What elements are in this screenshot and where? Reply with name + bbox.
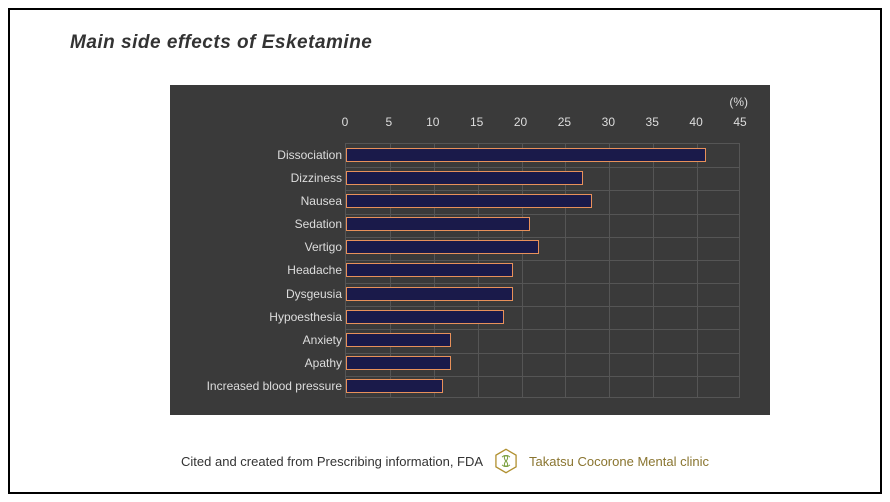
bar xyxy=(346,333,451,347)
bar xyxy=(346,171,583,185)
x-tick-label: 45 xyxy=(733,115,746,129)
chart-row: Hypoesthesia xyxy=(170,305,770,328)
bar xyxy=(346,240,539,254)
x-tick-label: 25 xyxy=(558,115,571,129)
chart-row: Dysgeusia xyxy=(170,282,770,305)
unit-label: (%) xyxy=(729,95,748,109)
bar xyxy=(346,263,513,277)
x-tick-label: 5 xyxy=(386,115,393,129)
chart-row: Sedation xyxy=(170,213,770,236)
y-label: Nausea xyxy=(301,194,342,208)
chart-row: Nausea xyxy=(170,189,770,212)
bar xyxy=(346,287,513,301)
chart-row: Anxiety xyxy=(170,328,770,351)
y-label: Increased blood pressure xyxy=(207,379,342,393)
chart-row: Headache xyxy=(170,259,770,282)
chart-row: Increased blood pressure xyxy=(170,375,770,398)
y-label: Vertigo xyxy=(305,240,342,254)
footer: Cited and created from Prescribing infor… xyxy=(10,448,880,474)
chart-row: Vertigo xyxy=(170,236,770,259)
bar xyxy=(346,356,451,370)
y-label: Apathy xyxy=(305,356,342,370)
x-tick-label: 15 xyxy=(470,115,483,129)
y-label: Dysgeusia xyxy=(286,287,342,301)
chart-row: Apathy xyxy=(170,352,770,375)
x-tick-label: 20 xyxy=(514,115,527,129)
y-label: Headache xyxy=(287,263,342,277)
clinic-name: Takatsu Cocorone Mental clinic xyxy=(529,454,709,469)
bar xyxy=(346,310,504,324)
chart-container: (%) 0 5 10 15 20 25 30 35 40 45 Dissociation Dizzin… xyxy=(170,85,770,415)
chart-row: Dizziness xyxy=(170,166,770,189)
y-label: Dissociation xyxy=(277,148,342,162)
bar xyxy=(346,379,443,393)
y-label: Sedation xyxy=(295,217,342,231)
bar xyxy=(346,217,530,231)
x-tick-label: 30 xyxy=(602,115,615,129)
y-label: Dizziness xyxy=(291,171,342,185)
bar xyxy=(346,148,706,162)
x-tick-label: 10 xyxy=(426,115,439,129)
y-label: Hypoesthesia xyxy=(269,310,342,324)
x-tick-label: 35 xyxy=(646,115,659,129)
bar xyxy=(346,194,592,208)
y-label: Anxiety xyxy=(303,333,342,347)
chart-row: Dissociation xyxy=(170,143,770,166)
slide-frame: Main side effects of Esketamine (%) 0 5 10… xyxy=(8,8,882,494)
clinic-logo-icon xyxy=(493,448,519,474)
chart-title: Main side effects of Esketamine xyxy=(70,32,372,54)
x-tick-label: 40 xyxy=(689,115,702,129)
x-tick-label: 0 xyxy=(342,115,349,129)
citation-text: Cited and created from Prescribing infor… xyxy=(181,454,483,469)
